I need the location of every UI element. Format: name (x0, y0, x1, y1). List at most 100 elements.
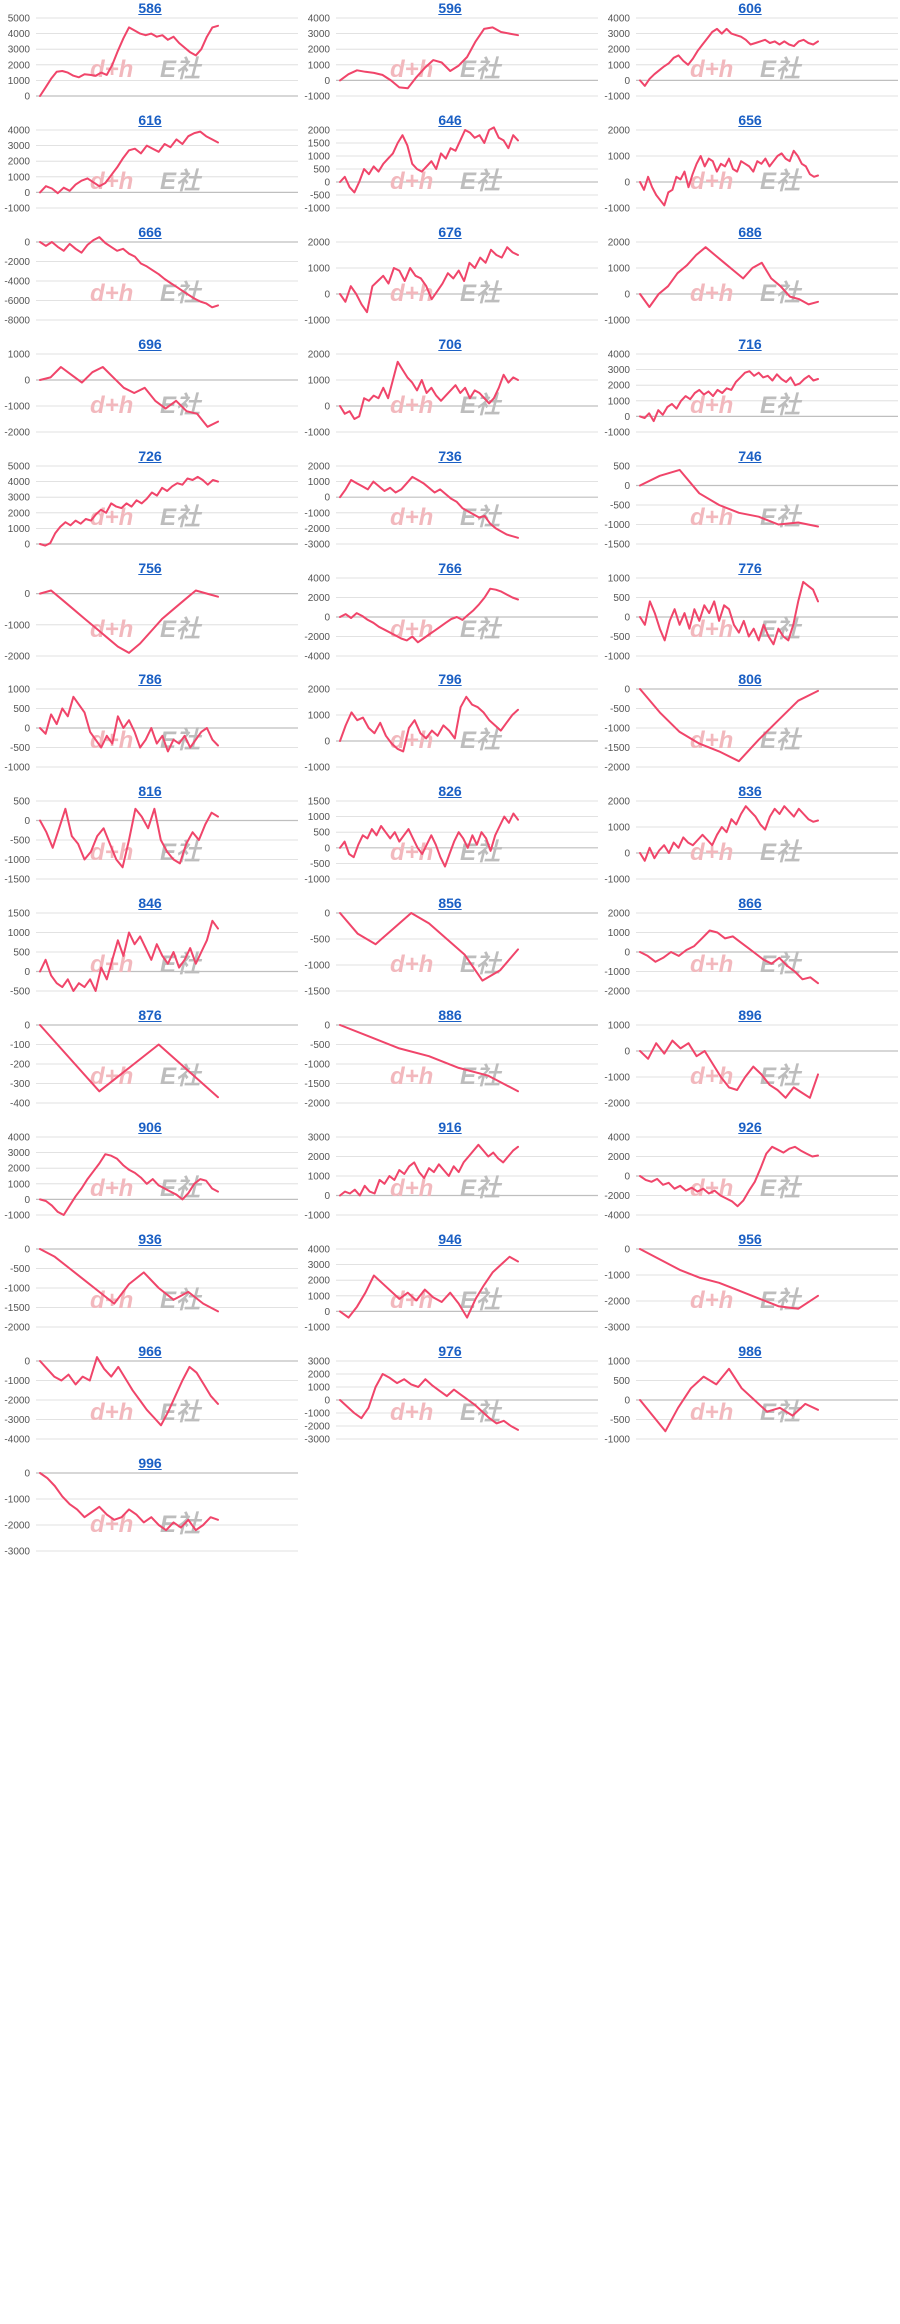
watermark-logo-left: d+h (390, 504, 433, 531)
chart-title-link[interactable]: 616 (138, 112, 162, 128)
y-tick-label: -1000 (4, 402, 30, 413)
watermark-logo-right: E社 (160, 168, 203, 195)
chart-title-link[interactable]: 846 (138, 895, 162, 911)
series-line (639, 1039, 819, 1099)
y-tick-label: -1000 (304, 961, 330, 972)
chart-title-link[interactable]: 816 (138, 783, 162, 799)
series-line (639, 468, 819, 528)
y-tick-label: 0 (324, 737, 330, 748)
chart-title-link[interactable]: 826 (438, 783, 462, 799)
chart-title-link[interactable]: 586 (138, 0, 162, 16)
chart-title-link[interactable]: 736 (438, 448, 462, 464)
y-tick-label: -1000 (4, 1495, 30, 1506)
y-tick-label: -4000 (4, 1435, 30, 1446)
chart-title-link[interactable]: 856 (438, 895, 462, 911)
y-tick-label: -1000 (304, 875, 330, 886)
chart-title-link[interactable]: 776 (738, 560, 762, 576)
y-tick-label: -2000 (4, 1323, 30, 1334)
chart-title-link[interactable]: 916 (438, 1119, 462, 1135)
y-tick-label: 1000 (608, 1021, 631, 1032)
y-tick-label: -4000 (4, 277, 30, 288)
watermark-logo-right: E社 (460, 1399, 503, 1426)
chart-title-link[interactable]: 686 (738, 224, 762, 240)
y-tick-label: 2000 (608, 126, 631, 137)
y-tick-label: -2000 (604, 763, 630, 774)
y-tick-label: 1000 (8, 685, 31, 696)
chart-title-link[interactable]: 936 (138, 1231, 162, 1247)
y-tick-label: 3000 (8, 141, 31, 152)
chart-title-link[interactable]: 706 (438, 336, 462, 352)
chart-title-link[interactable]: 656 (738, 112, 762, 128)
chart-title-link[interactable]: 876 (138, 1007, 162, 1023)
y-tick-label: -1000 (304, 1060, 330, 1071)
watermark-logo-left: d+h (690, 1399, 733, 1426)
line-plot: 0 -1000 -2000 -3000 d+h E社 (604, 1245, 898, 1334)
chart-806: 806 0 -500 -1000 -1500 -2000 d+h E社 (600, 671, 900, 837)
chart-title-link[interactable]: 896 (738, 1007, 762, 1023)
chart-title-link[interactable]: 926 (738, 1119, 762, 1135)
y-tick-label: 1500 (308, 797, 331, 808)
line-plot: 2000 1000 0 -1000 d+h E社 (304, 685, 598, 774)
watermark-logo-right: E社 (460, 727, 503, 754)
chart-title-link[interactable]: 666 (138, 224, 162, 240)
y-tick-label: 0 (624, 948, 630, 959)
chart-title-link[interactable]: 646 (438, 112, 462, 128)
watermark-logo-left: d+h (90, 1063, 133, 1090)
y-tick-label: 0 (624, 1396, 630, 1407)
chart-title-link[interactable]: 986 (738, 1343, 762, 1359)
y-tick-label: -100 (10, 1040, 30, 1051)
chart-title-link[interactable]: 906 (138, 1119, 162, 1135)
y-tick-label: -500 (10, 1264, 30, 1275)
y-tick-label: -500 (310, 859, 330, 870)
line-plot: 1000 500 0 -500 -1000 d+h E社 (604, 574, 898, 663)
chart-title-link[interactable]: 726 (138, 448, 162, 464)
chart-title-link[interactable]: 606 (738, 0, 762, 16)
chart-title-link[interactable]: 716 (738, 336, 762, 352)
y-tick-label: 0 (624, 1245, 630, 1256)
y-tick-label: 2000 (308, 45, 331, 56)
chart-756: 756 0 -1000 -2000 d+h E社 (0, 560, 300, 726)
chart-title-link[interactable]: 596 (438, 0, 462, 16)
series-line (39, 24, 219, 97)
y-tick-label: 4000 (608, 14, 631, 25)
y-tick-label: -4000 (604, 1211, 630, 1222)
chart-title-link[interactable]: 766 (438, 560, 462, 576)
chart-title-link[interactable]: 796 (438, 671, 462, 687)
y-tick-label: -500 (10, 743, 30, 754)
chart-title-link[interactable]: 946 (438, 1231, 462, 1247)
chart-title-link[interactable]: 786 (138, 671, 162, 687)
chart-title-link[interactable]: 866 (738, 895, 762, 911)
chart-title-link[interactable]: 976 (438, 1343, 462, 1359)
chart-title-link[interactable]: 746 (738, 448, 762, 464)
watermark-logo-right: E社 (160, 1287, 203, 1314)
y-tick-label: -1000 (604, 204, 630, 215)
y-tick-label: -2000 (604, 1099, 630, 1110)
chart-726: 726 5000 4000 3000 2000 1000 0 d+h E社 (0, 448, 300, 614)
y-tick-label: -2000 (4, 652, 30, 663)
y-tick-label: 0 (624, 613, 630, 624)
chart-title-link[interactable]: 676 (438, 224, 462, 240)
series-line (639, 149, 819, 207)
y-tick-label: 4000 (8, 477, 31, 488)
chart-title-link[interactable]: 806 (738, 671, 762, 687)
y-tick-label: 4000 (608, 1133, 631, 1144)
chart-title-link[interactable]: 696 (138, 336, 162, 352)
chart-title-link[interactable]: 956 (738, 1231, 762, 1247)
watermark-logo-right: E社 (160, 1399, 203, 1426)
chart-title-link[interactable]: 886 (438, 1007, 462, 1023)
series-line (39, 695, 219, 753)
chart-title-link[interactable]: 996 (138, 1455, 162, 1471)
y-tick-label: 0 (324, 613, 330, 624)
y-tick-label: 0 (324, 493, 330, 504)
y-tick-label: 3000 (308, 1357, 331, 1368)
chart-title-link[interactable]: 756 (138, 560, 162, 576)
y-tick-label: 1000 (308, 1172, 331, 1183)
y-tick-label: 4000 (8, 126, 31, 137)
watermark-logo-right: E社 (760, 504, 803, 531)
chart-title-link[interactable]: 836 (738, 783, 762, 799)
chart-title-link[interactable]: 966 (138, 1343, 162, 1359)
